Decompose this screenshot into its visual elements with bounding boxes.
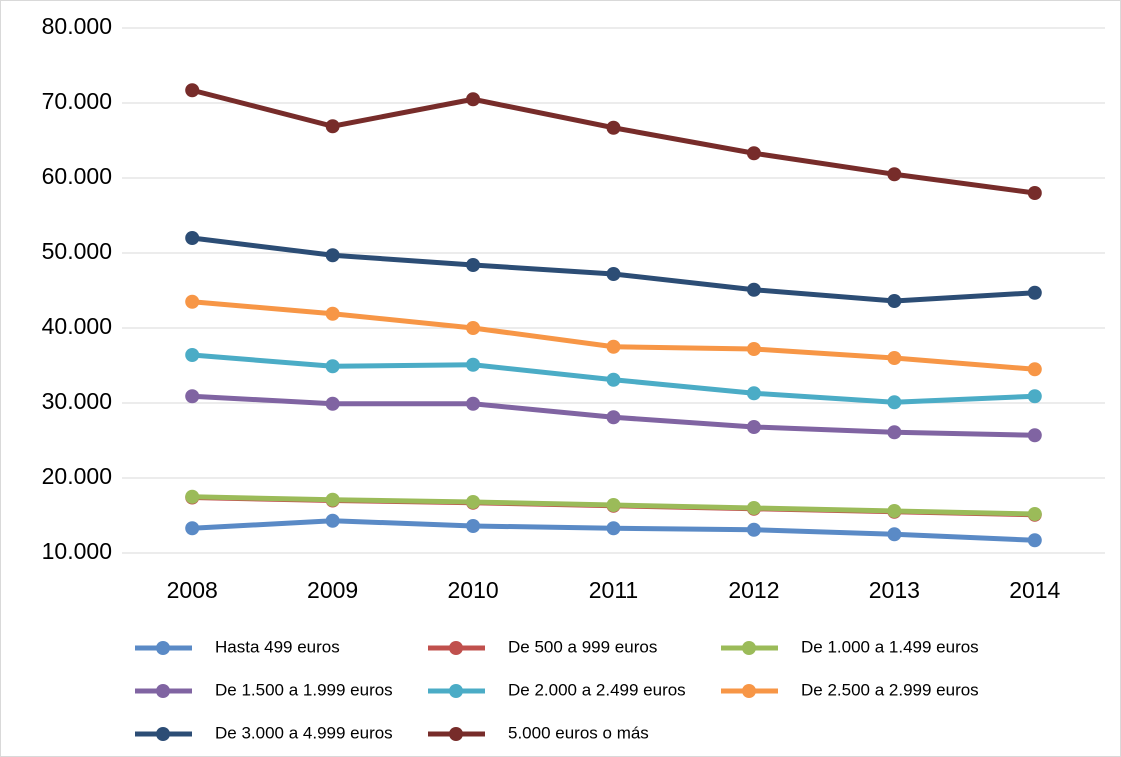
data-point: [887, 527, 902, 542]
data-point: [185, 389, 200, 404]
y-tick-label: 40.000: [42, 313, 112, 339]
data-point: [1027, 362, 1042, 377]
legend-label: De 2.000 a 2.499 euros: [508, 680, 686, 699]
data-point: [325, 513, 340, 528]
data-point: [746, 342, 761, 356]
legend-label: De 3.000 a 4.999 euros: [215, 723, 393, 742]
data-point: [466, 495, 481, 509]
x-tick-label: 2011: [589, 577, 638, 603]
data-point: [185, 348, 200, 362]
legend-marker: [742, 684, 756, 698]
legend-label: De 500 a 999 euros: [508, 637, 657, 656]
data-point: [887, 425, 902, 440]
data-point: [466, 321, 481, 335]
data-point: [466, 396, 481, 411]
data-point: [606, 410, 621, 425]
legend-label: 5.000 euros o más: [508, 723, 649, 742]
legend-marker: [449, 684, 463, 698]
data-point: [185, 231, 200, 245]
data-point: [746, 501, 761, 515]
legend-marker: [156, 684, 170, 698]
legend-label: De 1.000 a 1.499 euros: [801, 637, 979, 656]
y-tick-label: 50.000: [42, 238, 112, 264]
data-point: [746, 282, 761, 297]
data-point: [1027, 507, 1042, 521]
data-point: [1027, 533, 1042, 548]
data-point: [1027, 428, 1042, 443]
legend-marker: [449, 641, 463, 655]
y-tick-label: 10.000: [42, 538, 112, 564]
data-point: [606, 267, 621, 281]
data-point: [325, 248, 340, 263]
data-point: [325, 306, 340, 321]
data-point: [887, 504, 902, 518]
data-point: [746, 386, 761, 401]
data-point: [466, 258, 481, 272]
data-point: [185, 294, 200, 309]
data-point: [466, 519, 481, 533]
data-point: [185, 489, 200, 504]
data-point: [606, 372, 621, 387]
y-tick-label: 20.000: [42, 463, 112, 489]
data-point: [887, 395, 902, 410]
y-tick-label: 60.000: [42, 163, 112, 189]
legend-marker: [449, 727, 463, 741]
data-point: [325, 359, 340, 374]
x-tick-label: 2012: [728, 577, 779, 603]
legend-marker: [156, 641, 170, 655]
data-point: [746, 146, 761, 161]
y-tick-label: 30.000: [42, 388, 112, 414]
legend-marker: [742, 641, 756, 655]
legend-marker: [156, 727, 170, 741]
data-point: [325, 119, 340, 134]
data-point: [466, 92, 481, 107]
data-point: [887, 294, 902, 308]
data-point: [746, 522, 761, 537]
data-point: [606, 521, 621, 536]
data-point: [1027, 285, 1042, 300]
x-tick-label: 2014: [1009, 577, 1060, 603]
legend-label: Hasta 499 euros: [215, 637, 340, 656]
data-point: [606, 120, 621, 135]
data-point: [1027, 389, 1042, 404]
x-tick-label: 2013: [869, 577, 920, 603]
legend-label: De 1.500 a 1.999 euros: [215, 680, 393, 699]
data-point: [887, 167, 902, 182]
data-point: [606, 498, 621, 512]
data-point: [325, 492, 340, 507]
data-point: [466, 357, 481, 372]
data-point: [887, 351, 902, 365]
data-point: [746, 420, 761, 434]
data-point: [606, 339, 621, 354]
y-tick-label: 70.000: [42, 88, 112, 114]
data-point: [185, 521, 200, 536]
legend-label: De 2.500 a 2.999 euros: [801, 680, 979, 699]
x-tick-label: 2009: [307, 577, 358, 603]
data-point: [1027, 186, 1042, 200]
data-point: [185, 83, 200, 98]
y-tick-label: 80.000: [42, 13, 112, 39]
data-point: [325, 396, 340, 411]
x-tick-label: 2010: [447, 577, 498, 603]
x-tick-label: 2008: [167, 577, 218, 603]
